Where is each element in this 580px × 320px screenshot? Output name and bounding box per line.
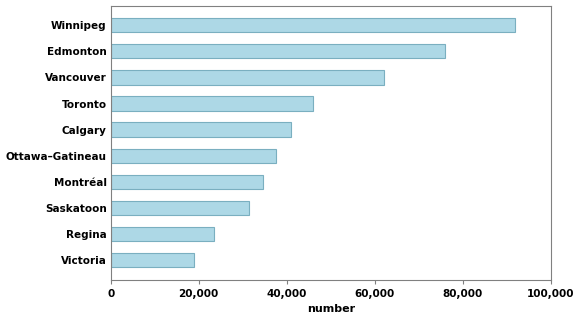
Bar <box>111 227 214 241</box>
Bar <box>111 44 445 59</box>
Bar <box>111 96 313 111</box>
Bar <box>111 175 263 189</box>
Bar <box>111 123 291 137</box>
Bar <box>111 201 249 215</box>
Bar <box>111 148 276 163</box>
Bar <box>111 253 194 268</box>
Bar <box>111 70 383 84</box>
Bar <box>111 18 516 32</box>
X-axis label: number: number <box>307 304 355 315</box>
